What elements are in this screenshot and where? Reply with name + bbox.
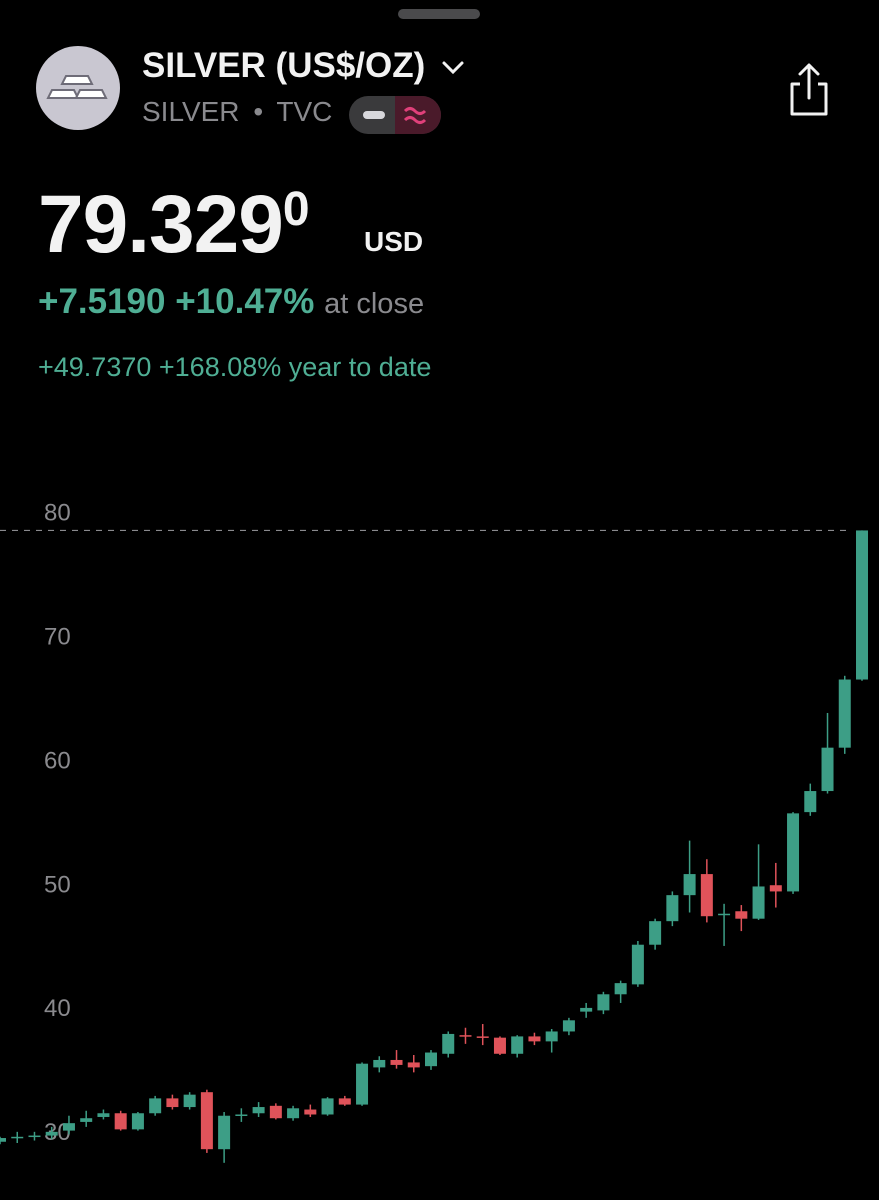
candle-body bbox=[735, 911, 748, 919]
grab-handle[interactable] bbox=[398, 9, 480, 19]
candle-body bbox=[683, 874, 696, 896]
candle-body bbox=[252, 1107, 265, 1114]
candle-body bbox=[442, 1033, 455, 1054]
candle-body bbox=[821, 747, 834, 792]
candle-body bbox=[97, 1113, 110, 1117]
candle-body bbox=[183, 1094, 196, 1108]
candle-body bbox=[425, 1052, 437, 1067]
candle-body bbox=[131, 1113, 144, 1130]
candle-body bbox=[614, 983, 627, 995]
candle-body bbox=[114, 1113, 127, 1130]
y-tick-label: 80 bbox=[44, 499, 71, 526]
candle-body bbox=[562, 1020, 575, 1032]
ytd-percent: +168.08% bbox=[158, 352, 282, 382]
change: +7.5190 bbox=[38, 282, 166, 321]
candle-body bbox=[28, 1135, 41, 1138]
candle-body bbox=[80, 1118, 93, 1122]
candle-body bbox=[166, 1098, 179, 1108]
candle-body bbox=[580, 1007, 593, 1012]
candle-body bbox=[407, 1062, 420, 1068]
symbol-title[interactable]: SILVER (US$/OZ) bbox=[142, 46, 465, 86]
symbol-icon bbox=[36, 46, 120, 130]
candle-body bbox=[269, 1105, 282, 1119]
candle-body bbox=[511, 1036, 524, 1054]
y-tick-label: 50 bbox=[44, 871, 71, 898]
symbol-name: SILVER bbox=[142, 96, 240, 127]
candle-body bbox=[356, 1063, 369, 1105]
y-tick-label: 70 bbox=[44, 623, 71, 650]
candle-body bbox=[149, 1098, 162, 1114]
dropdown-chevron bbox=[442, 61, 464, 74]
y-tick-label: 60 bbox=[44, 747, 71, 774]
separator: • bbox=[253, 96, 264, 127]
currency: USD bbox=[364, 226, 424, 257]
candle-body bbox=[11, 1136, 24, 1139]
candle-body bbox=[856, 530, 868, 680]
candle-body bbox=[631, 944, 644, 985]
candle-body bbox=[804, 791, 817, 813]
candle-body bbox=[321, 1098, 334, 1115]
candle-body bbox=[769, 885, 782, 892]
change-percent: +10.47% bbox=[175, 282, 315, 321]
change-line: +7.5190 +10.47% at close bbox=[38, 282, 424, 322]
candle-body bbox=[666, 895, 679, 922]
candle-body bbox=[0, 1138, 6, 1142]
candle-body bbox=[752, 886, 765, 919]
candle-body bbox=[649, 921, 662, 945]
candle-body bbox=[338, 1098, 351, 1105]
price-superscript: 0 bbox=[282, 183, 310, 236]
candle-body bbox=[787, 813, 800, 892]
ytd-line: +49.7370 +168.08% year to date bbox=[38, 352, 431, 383]
candle-body bbox=[597, 994, 610, 1011]
candle-body bbox=[838, 679, 851, 748]
price: 79.3290 bbox=[38, 178, 310, 272]
exchange: TVC bbox=[276, 96, 333, 127]
candle-body bbox=[235, 1114, 248, 1116]
candle-body bbox=[45, 1131, 58, 1136]
ytd-note: year to date bbox=[288, 352, 432, 382]
change-note: at close bbox=[324, 288, 425, 320]
candle-body bbox=[700, 874, 713, 917]
candle-body bbox=[718, 913, 731, 916]
price-value: 79.329 bbox=[38, 179, 284, 270]
candle-body bbox=[528, 1036, 541, 1042]
candle-body bbox=[390, 1059, 403, 1065]
y-tick-label: 40 bbox=[44, 995, 71, 1022]
candle-body bbox=[459, 1035, 472, 1037]
market-status-badge bbox=[349, 96, 441, 134]
candle-body bbox=[287, 1108, 300, 1119]
candle-body bbox=[200, 1092, 213, 1150]
symbol-subtitle: SILVER • TVC bbox=[142, 96, 332, 128]
title-text: SILVER (US$/OZ) bbox=[142, 46, 426, 85]
share-button[interactable] bbox=[786, 62, 832, 118]
candle-body bbox=[493, 1037, 506, 1054]
candle-body bbox=[476, 1036, 489, 1038]
candle-body bbox=[545, 1031, 558, 1042]
ytd-change: +49.7370 bbox=[38, 352, 152, 382]
candle-body bbox=[62, 1123, 75, 1131]
candle-body bbox=[304, 1109, 317, 1115]
candle-body bbox=[373, 1059, 386, 1068]
candle-body bbox=[218, 1115, 231, 1150]
